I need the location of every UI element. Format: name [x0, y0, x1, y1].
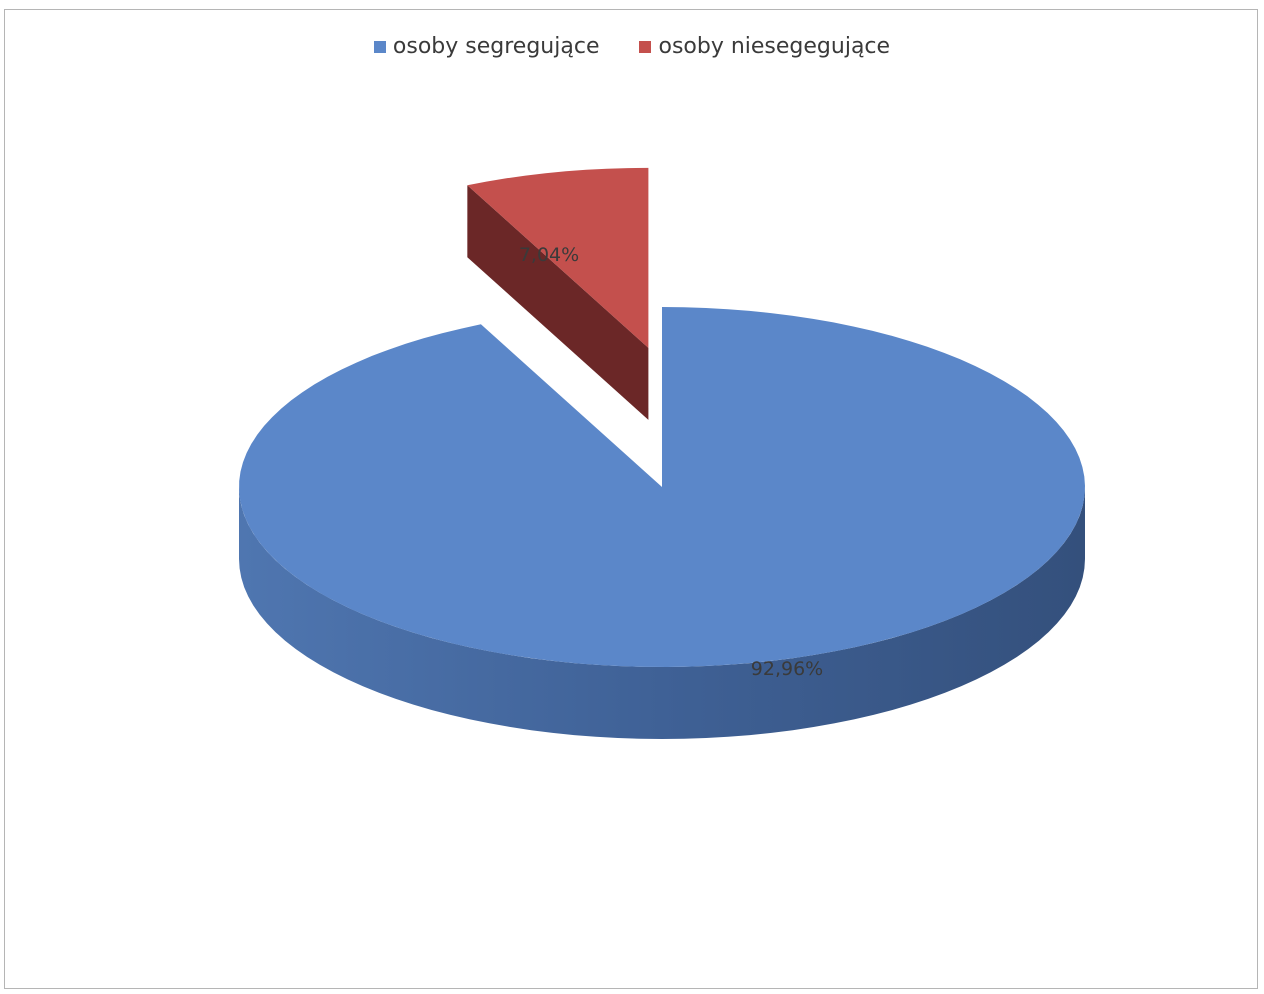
slice-segregujace — [239, 307, 1086, 667]
legend-label-segregujace: osoby segregujące — [392, 34, 600, 59]
slice-niesegregujace — [467, 167, 649, 348]
data-label-niesegregujace: 7,04% — [519, 244, 579, 266]
legend-item-segregujace: osoby segregujące — [373, 34, 600, 59]
slice-segregujace-side — [239, 487, 1085, 739]
legend-item-niesegregujace: osoby niesegegujące — [639, 34, 890, 59]
slice-niesegregujace-side — [467, 185, 649, 420]
legend-swatch-segregujace — [373, 40, 386, 53]
legend-swatch-niesegregujace — [639, 40, 652, 53]
legend-label-niesegregujace: osoby niesegegujące — [658, 34, 891, 59]
data-label-segregujace: 92,96% — [751, 658, 823, 680]
chart-legend: osoby segregujące osoby niesegegujące — [0, 34, 1264, 59]
